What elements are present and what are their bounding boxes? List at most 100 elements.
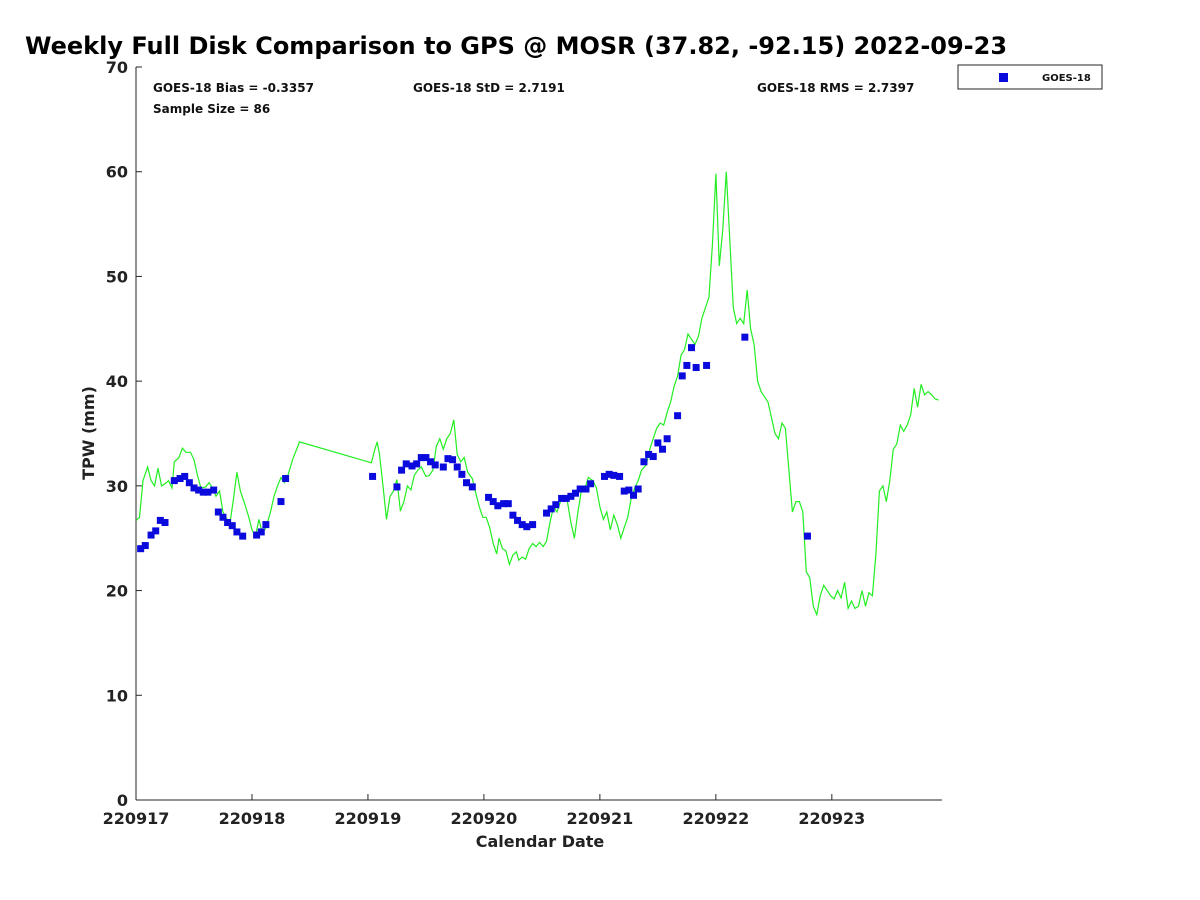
y-tick-label: 40: [106, 372, 128, 391]
goes-18-point: [640, 458, 648, 466]
y-tick-label: 70: [106, 58, 128, 77]
goes-18-point: [601, 472, 609, 480]
goes-18-point: [489, 498, 497, 506]
goes-18-point: [572, 489, 580, 497]
x-axis-label: Calendar Date: [476, 832, 605, 851]
goes-18-point: [444, 455, 452, 463]
goes-18-point: [228, 522, 236, 530]
goes-18-point: [688, 344, 696, 352]
goes-18-point: [282, 475, 290, 483]
plot-area: [135, 66, 943, 801]
y-axis-label: TPW (mm): [79, 386, 98, 480]
goes-18-point: [239, 532, 247, 540]
bias-stat: GOES-18 Bias = -0.3357: [153, 81, 314, 95]
goes-18-point: [654, 439, 662, 447]
goes-18-point: [741, 333, 749, 341]
goes-18-point: [453, 463, 461, 471]
goes-18-point: [176, 475, 184, 483]
goes-18-point: [547, 505, 555, 513]
y-tick-label: 60: [106, 163, 128, 182]
goes-18-point: [253, 531, 261, 539]
goes-18-point: [692, 364, 700, 372]
goes-18-point: [562, 494, 570, 502]
goes-18-point: [587, 480, 595, 488]
goes-18-point: [277, 498, 285, 506]
std-stat: GOES-18 StD = 2.7191: [413, 81, 565, 95]
legend-box: [957, 64, 1103, 90]
goes-18-point: [141, 542, 149, 550]
x-tick-label: 220922: [682, 809, 749, 828]
goes-18-point: [463, 479, 471, 487]
goes-18-point: [634, 485, 642, 493]
goes-18-point: [190, 484, 198, 492]
goes-18-point: [422, 454, 430, 462]
goes-18-point: [504, 500, 512, 508]
goes-18-point: [663, 435, 671, 443]
goes-18-point: [413, 460, 421, 468]
goes-18-point: [582, 485, 590, 493]
legend: GOES-18: [957, 64, 1103, 90]
goes-18-point: [703, 361, 711, 369]
goes-18-point: [514, 516, 522, 524]
goes-18-point: [558, 494, 566, 502]
goes-18-point: [439, 463, 447, 471]
goes-18-point: [233, 528, 241, 536]
gps-series: [135, 171, 939, 617]
x-tick-label: 220919: [335, 809, 402, 828]
goes-18-point: [576, 485, 584, 493]
goes-18-point: [195, 486, 203, 494]
goes-18-point: [156, 516, 164, 524]
goes-18-point: [393, 483, 401, 491]
goes-18-point: [518, 521, 526, 529]
goes-18-point: [219, 513, 227, 521]
x-axis-ticks: 220917 220918 220919 220920 220921 220922 2209…: [103, 794, 865, 828]
goes-18-point: [262, 521, 270, 529]
goes-18-point: [645, 450, 653, 458]
goes-18-point: [185, 479, 193, 487]
goes-18-point: [625, 486, 633, 494]
goes-18-point: [199, 488, 207, 496]
goes-18-point: [458, 470, 466, 478]
goes-18-point: [605, 470, 613, 478]
goes-18-point: [529, 521, 537, 529]
sample-size-stat: Sample Size = 86: [153, 102, 270, 116]
y-tick-label: 10: [106, 686, 128, 705]
goes-18-point: [683, 361, 691, 369]
legend-label: GOES-18: [1042, 73, 1091, 84]
x-tick-label: 220921: [566, 809, 633, 828]
y-tick-label: 50: [106, 267, 128, 286]
goes-18-point: [170, 477, 178, 485]
goes-18-point: [147, 531, 155, 539]
legend-marker: [999, 73, 1008, 82]
goes-18-point: [369, 472, 377, 480]
goes-18-point: [500, 500, 508, 508]
goes-18-point: [224, 519, 232, 527]
goes-18-series: [137, 333, 811, 553]
x-tick-label: 220918: [219, 809, 286, 828]
goes-18-point: [543, 509, 551, 517]
goes-18-point: [674, 412, 682, 420]
goes-18-point: [803, 532, 811, 540]
goes-18-point: [257, 528, 265, 536]
goes-18-point: [417, 454, 425, 462]
goes-18-point: [509, 511, 517, 519]
x-tick-label: 220920: [451, 809, 518, 828]
goes-18-point: [678, 372, 686, 380]
goes-18-point: [630, 491, 638, 499]
goes-18-point: [161, 519, 169, 527]
x-tick-label: 220917: [103, 809, 170, 828]
goes-18-point: [137, 545, 145, 553]
chart-title: Weekly Full Disk Comparison to GPS @ MOS…: [25, 32, 1007, 60]
goes-18-point: [620, 487, 628, 495]
goes-18-point: [468, 483, 476, 491]
y-axis-ticks: 0 10 20 30 40 50 60 70: [106, 58, 142, 810]
goes-18-point: [649, 453, 657, 461]
goes-18-point: [204, 488, 212, 496]
goes-18-point: [523, 523, 531, 531]
goes-18-point: [659, 445, 667, 453]
goes-18-point: [494, 502, 502, 510]
goes-18-point: [214, 508, 222, 516]
goes-18-point: [210, 486, 218, 494]
y-tick-label: 0: [117, 791, 128, 810]
